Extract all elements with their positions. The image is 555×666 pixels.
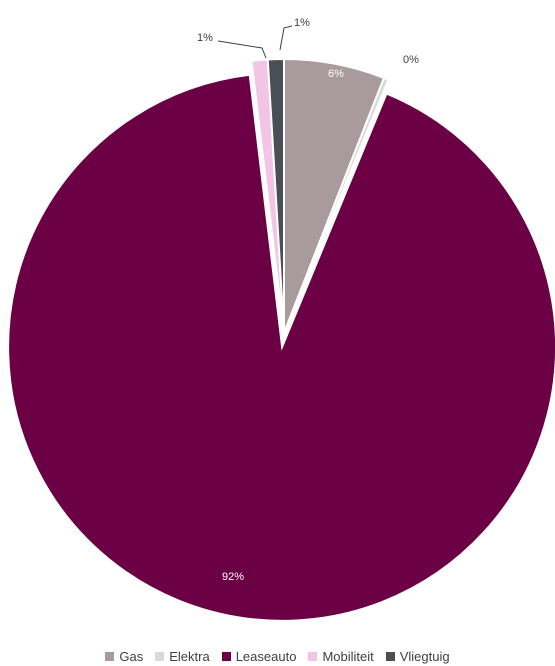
legend-label-vliegtuig: Vliegtuig bbox=[399, 648, 450, 664]
legend: Gas Elektra Leaseauto Mobiliteit Vliegtu… bbox=[0, 646, 555, 666]
leader-line-vliegtuig bbox=[279, 25, 293, 51]
legend-swatch-vliegtuig bbox=[385, 651, 395, 661]
legend-item-mobiliteit: Mobiliteit bbox=[308, 648, 374, 664]
leader-lines bbox=[217, 25, 293, 59]
legend-item-gas: Gas bbox=[105, 649, 143, 664]
leader-line-mobiliteit bbox=[217, 40, 267, 59]
pie-slice-elektra bbox=[283, 76, 390, 334]
legend-swatch-elektra bbox=[155, 651, 165, 661]
pie-slice-leaseauto bbox=[7, 73, 555, 622]
data-label-elektra: 0% bbox=[403, 54, 419, 66]
pie-slice-vliegtuig bbox=[266, 57, 285, 334]
legend-label-elektra: Elektra bbox=[169, 648, 210, 664]
legend-label-gas: Gas bbox=[119, 648, 144, 664]
legend-swatch-mobiliteit bbox=[308, 651, 318, 661]
data-labels: 6% 0% 92% 1% 1% bbox=[197, 17, 419, 583]
legend-label-mobiliteit: Mobiliteit bbox=[322, 648, 374, 664]
legend-item-vliegtuig: Vliegtuig bbox=[385, 648, 450, 664]
data-label-leaseauto: 92% bbox=[222, 571, 244, 583]
data-label-vliegtuig: 1% bbox=[294, 17, 310, 29]
data-label-mobiliteit: 1% bbox=[197, 32, 213, 44]
legend-swatch-leaseauto bbox=[221, 651, 231, 661]
legend-item-leaseauto: Leaseauto bbox=[221, 648, 297, 664]
pie-slices bbox=[7, 57, 555, 622]
pie-chart: 6% 0% 92% 1% 1% bbox=[7, 17, 555, 622]
legend-swatch-gas bbox=[105, 651, 115, 661]
legend-item-elektra: Elektra bbox=[155, 648, 210, 664]
data-label-gas: 6% bbox=[328, 68, 344, 80]
legend-label-leaseauto: Leaseauto bbox=[235, 648, 297, 664]
